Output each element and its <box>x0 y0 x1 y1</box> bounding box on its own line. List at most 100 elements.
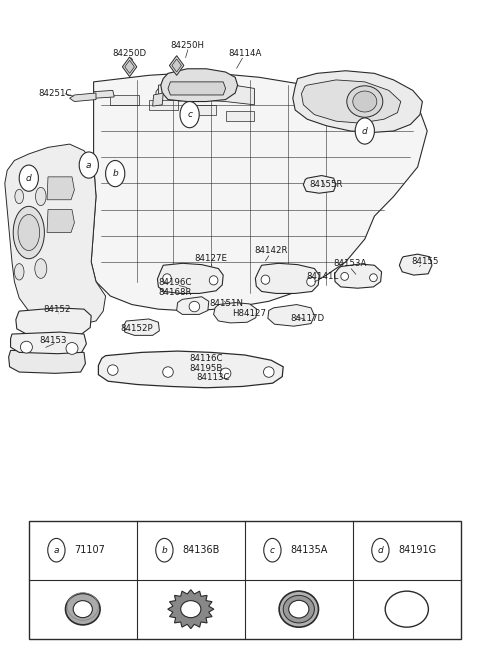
Ellipse shape <box>307 277 315 286</box>
Polygon shape <box>255 263 319 293</box>
Text: 84153A: 84153A <box>334 259 367 268</box>
Text: 84114A: 84114A <box>228 49 262 58</box>
Polygon shape <box>293 71 422 132</box>
Text: 84136B: 84136B <box>182 545 219 555</box>
Ellipse shape <box>20 341 32 353</box>
Text: 84117D: 84117D <box>290 314 324 324</box>
Text: c: c <box>187 110 192 119</box>
Polygon shape <box>268 305 314 326</box>
Polygon shape <box>168 82 226 95</box>
Text: 84127E: 84127E <box>195 254 228 263</box>
Polygon shape <box>5 144 106 324</box>
Circle shape <box>156 538 173 562</box>
Ellipse shape <box>163 367 173 377</box>
Circle shape <box>355 118 374 144</box>
Text: 84195B: 84195B <box>190 364 223 373</box>
Polygon shape <box>47 210 74 233</box>
Ellipse shape <box>283 595 314 623</box>
Circle shape <box>48 538 65 562</box>
Polygon shape <box>301 80 401 123</box>
Polygon shape <box>94 90 114 98</box>
Text: d: d <box>362 126 368 136</box>
Ellipse shape <box>15 189 24 204</box>
Ellipse shape <box>108 365 118 375</box>
Polygon shape <box>226 111 254 121</box>
Bar <box>29 521 461 639</box>
Text: 84155R: 84155R <box>310 180 343 189</box>
Text: 84151N: 84151N <box>210 299 243 308</box>
Circle shape <box>79 152 98 178</box>
Ellipse shape <box>163 274 171 283</box>
Ellipse shape <box>347 86 383 117</box>
Polygon shape <box>161 69 238 102</box>
Ellipse shape <box>288 600 309 618</box>
Ellipse shape <box>220 368 231 379</box>
Polygon shape <box>168 590 214 629</box>
Polygon shape <box>158 82 254 105</box>
Text: 84152: 84152 <box>43 305 71 314</box>
Polygon shape <box>110 95 139 105</box>
Polygon shape <box>70 93 96 102</box>
Ellipse shape <box>341 272 348 280</box>
Text: b: b <box>162 546 167 555</box>
Text: 84168R: 84168R <box>158 288 192 297</box>
Text: 84141L: 84141L <box>306 272 339 281</box>
Text: 84196C: 84196C <box>158 278 192 288</box>
Circle shape <box>180 102 199 128</box>
Ellipse shape <box>261 275 270 284</box>
Ellipse shape <box>66 343 78 354</box>
Polygon shape <box>303 176 336 193</box>
Ellipse shape <box>209 276 218 285</box>
Ellipse shape <box>189 301 200 312</box>
Polygon shape <box>153 93 163 106</box>
Text: 84142R: 84142R <box>254 246 288 255</box>
Ellipse shape <box>65 593 100 625</box>
Ellipse shape <box>13 206 45 259</box>
Circle shape <box>264 538 281 562</box>
Ellipse shape <box>370 274 377 282</box>
Polygon shape <box>47 177 74 200</box>
Polygon shape <box>124 319 159 335</box>
Text: b: b <box>112 169 118 178</box>
Ellipse shape <box>279 591 318 627</box>
Polygon shape <box>16 308 91 335</box>
Text: 84155: 84155 <box>411 257 439 267</box>
Ellipse shape <box>180 601 201 618</box>
Text: 71107: 71107 <box>74 545 105 555</box>
Ellipse shape <box>35 259 47 278</box>
Text: 84152P: 84152P <box>120 324 153 333</box>
Polygon shape <box>177 297 209 314</box>
Text: 84251C: 84251C <box>38 88 72 98</box>
Ellipse shape <box>73 601 92 618</box>
Text: 84191G: 84191G <box>398 545 436 555</box>
Circle shape <box>372 538 389 562</box>
Polygon shape <box>98 351 283 388</box>
Polygon shape <box>169 56 184 75</box>
Polygon shape <box>11 332 86 354</box>
Polygon shape <box>214 303 257 323</box>
Ellipse shape <box>18 215 39 250</box>
Text: 84250H: 84250H <box>170 41 204 50</box>
Polygon shape <box>91 72 427 311</box>
Text: a: a <box>86 160 92 170</box>
Circle shape <box>19 165 38 191</box>
Text: 84153: 84153 <box>39 336 67 345</box>
Text: 84250D: 84250D <box>112 49 147 58</box>
Ellipse shape <box>14 264 24 280</box>
Polygon shape <box>335 264 382 288</box>
Text: 84116C: 84116C <box>190 354 223 364</box>
Ellipse shape <box>353 91 377 112</box>
Polygon shape <box>187 105 216 115</box>
Text: H84127: H84127 <box>233 309 266 318</box>
Text: a: a <box>54 546 59 555</box>
Polygon shape <box>172 59 181 72</box>
Polygon shape <box>157 263 223 293</box>
Text: 84135A: 84135A <box>290 545 327 555</box>
Polygon shape <box>399 254 432 275</box>
Circle shape <box>106 160 125 187</box>
Ellipse shape <box>264 367 274 377</box>
Polygon shape <box>122 57 137 77</box>
Polygon shape <box>125 60 134 73</box>
Text: d: d <box>26 174 32 183</box>
Text: 84113C: 84113C <box>197 373 230 382</box>
